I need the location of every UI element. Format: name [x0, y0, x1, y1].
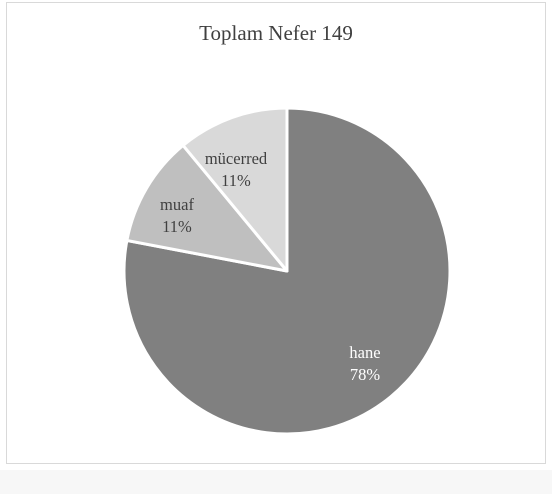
pie-labels: hane 78% muaf 11% mücerred 11%: [160, 149, 381, 384]
page-bottom-shade: [0, 470, 552, 494]
pie-slice-muaf: [125, 143, 289, 273]
slice-percent-mücerred: 11%: [221, 171, 251, 190]
slice-label-hane: hane: [349, 343, 380, 362]
pie-slices: [122, 106, 452, 436]
slice-label-muaf: muaf: [160, 195, 194, 214]
pie-slice-mücerred: [181, 106, 289, 273]
slice-label-mücerred: mücerred: [205, 149, 268, 168]
chart-title: Toplam Nefer 149: [199, 21, 353, 45]
pie-slice-hane: [122, 106, 452, 436]
slice-percent-muaf: 11%: [162, 217, 192, 236]
slice-percent-hane: 78%: [350, 365, 381, 384]
